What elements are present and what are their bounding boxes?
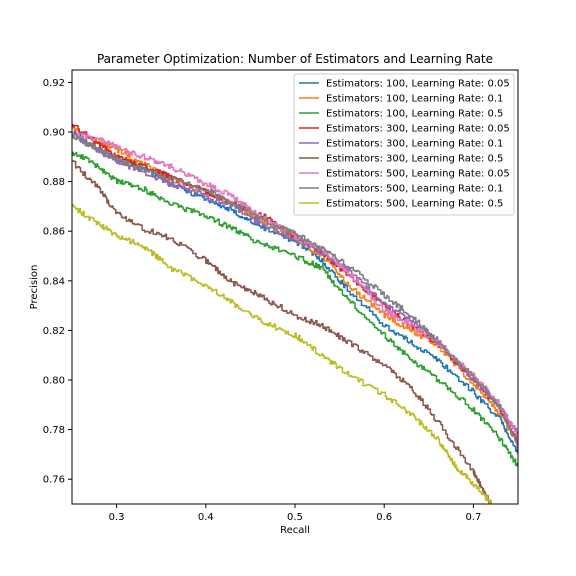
legend-label: Estimators: 100, Learning Rate: 0.1 bbox=[326, 94, 503, 105]
y-tick-label: 0.88 bbox=[43, 177, 65, 188]
y-tick-label: 0.86 bbox=[43, 227, 65, 238]
x-tick-label: 0.5 bbox=[287, 512, 303, 523]
series-line-3 bbox=[72, 151, 518, 467]
legend-label: Estimators: 500, Learning Rate: 0.5 bbox=[326, 199, 503, 210]
legend-label: Estimators: 100, Learning Rate: 0.5 bbox=[326, 109, 503, 120]
x-axis-label: Recall bbox=[280, 525, 310, 536]
x-tick-label: 0.6 bbox=[376, 512, 392, 523]
legend-label: Estimators: 300, Learning Rate: 0.1 bbox=[326, 139, 503, 150]
legend-label: Estimators: 300, Learning Rate: 0.5 bbox=[326, 154, 503, 165]
y-tick-label: 0.76 bbox=[43, 475, 65, 486]
x-tick-label: 0.3 bbox=[109, 512, 125, 523]
series-line-8 bbox=[72, 134, 518, 449]
plot-area: 0.3 0.4 0.5 0.6 0.7 0.76 0.78 0.80 0.82 0.84 0.86 0… bbox=[43, 69, 519, 523]
x-tick-label: 0.7 bbox=[465, 512, 481, 523]
series-line-9 bbox=[72, 203, 492, 504]
y-tick-label: 0.78 bbox=[43, 425, 65, 436]
y-axis-label: Precision bbox=[29, 265, 40, 310]
legend-label: Estimators: 500, Learning Rate: 0.05 bbox=[326, 169, 510, 180]
legend-label: Estimators: 500, Learning Rate: 0.1 bbox=[326, 184, 503, 195]
legend-label: Estimators: 300, Learning Rate: 0.05 bbox=[326, 124, 510, 135]
legend-box bbox=[293, 73, 515, 216]
series-line-6 bbox=[72, 160, 492, 504]
legend-label: Estimators: 100, Learning Rate: 0.05 bbox=[326, 79, 510, 90]
x-tick-label: 0.4 bbox=[198, 512, 214, 523]
legend: Estimators: 100, Learning Rate: 0.05 Esti… bbox=[293, 73, 515, 216]
y-tick-label: 0.90 bbox=[43, 128, 65, 139]
y-tick-label: 0.84 bbox=[43, 276, 65, 287]
y-tick-label: 0.82 bbox=[43, 326, 65, 337]
chart-title: Parameter Optimization: Number of Estima… bbox=[97, 52, 493, 66]
y-tick-label: 0.80 bbox=[43, 376, 65, 387]
y-tick-label: 0.92 bbox=[43, 78, 65, 89]
